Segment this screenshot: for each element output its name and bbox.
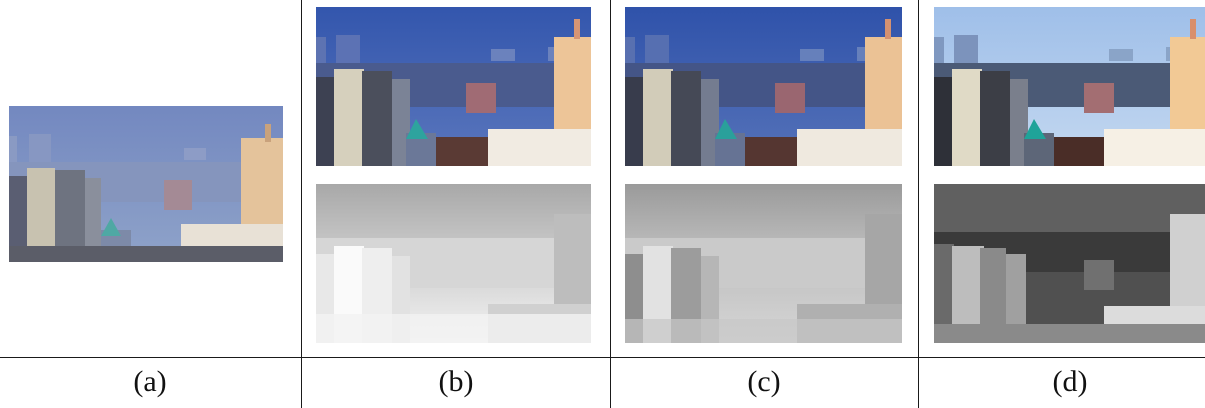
divider-vertical-1	[301, 0, 302, 408]
panel-b-dehazed-image	[316, 7, 591, 166]
panel-b-transmission-map	[316, 184, 591, 343]
divider-vertical-2	[610, 0, 611, 408]
panel-c-dehazed-image	[625, 7, 902, 166]
caption-b: (b)	[438, 365, 474, 398]
panel-a-hazy-image	[9, 106, 283, 262]
caption-c: (c)	[747, 365, 781, 398]
divider-vertical-3	[918, 0, 919, 408]
panel-d-dehazed-image	[934, 7, 1205, 166]
divider-horizontal	[0, 357, 1205, 358]
caption-a: (a)	[133, 365, 167, 398]
panel-c-transmission-map	[625, 184, 902, 343]
caption-d: (d)	[1052, 365, 1088, 398]
panel-d-depth-map	[934, 184, 1205, 343]
